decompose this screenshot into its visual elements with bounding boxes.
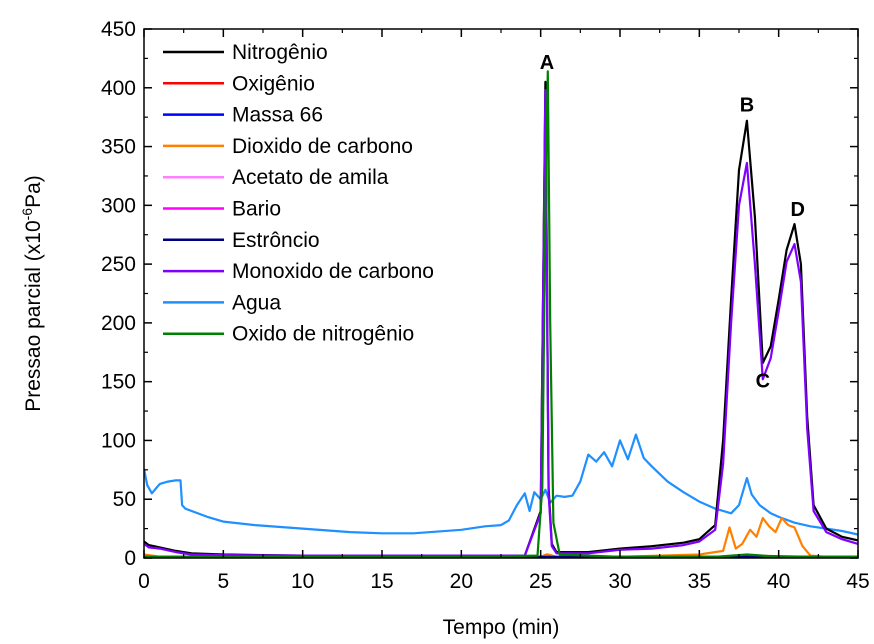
series-line-9 <box>144 70 858 558</box>
y-tick-label: 450 <box>101 18 136 41</box>
y-tick-label: 0 <box>124 547 136 570</box>
y-tick-label: 300 <box>101 194 136 217</box>
legend-label: Monoxido de carbono <box>232 260 434 283</box>
y-axis-title-unit: Pa) <box>22 175 45 208</box>
series-line-8 <box>144 433 858 536</box>
legend-label: Oxigênio <box>232 72 315 95</box>
x-tick-label: 5 <box>217 570 229 593</box>
x-tick-label: 10 <box>291 570 314 593</box>
y-tick-label: 150 <box>101 371 136 394</box>
y-tick-label: 350 <box>101 136 136 159</box>
y-tick-label: 100 <box>101 429 136 452</box>
legend-label: Massa 66 <box>232 104 323 127</box>
legend-label: Acetato de amila <box>232 166 389 189</box>
legend-label: Estrôncio <box>232 229 320 252</box>
legend-label: Agua <box>232 291 281 314</box>
x-tick-label: 15 <box>370 570 393 593</box>
axis-layer: 0 5 10 15 20 25 30 35 40 450501001502002503003504… <box>101 18 870 593</box>
legend-label: Oxido de nitrogênio <box>232 323 414 346</box>
y-axis-title-exponent: -6 <box>19 208 35 221</box>
x-tick-label: 30 <box>608 570 631 593</box>
y-tick-label: 50 <box>113 488 136 511</box>
x-tick-label: 35 <box>688 570 711 593</box>
legend: Nitrogênio Oxigênio Massa 66 Dioxido de car… <box>163 41 434 346</box>
y-tick-label: 200 <box>101 312 136 335</box>
y-tick-label: 250 <box>101 253 136 276</box>
y-axis-title: Pressao parcial (x10-6Pa) <box>19 175 45 412</box>
legend-label: Dioxido de carbono <box>232 135 413 158</box>
peak-label: A <box>540 52 554 74</box>
x-axis-title: Tempo (min) <box>443 616 560 639</box>
peak-label: B <box>740 94 754 116</box>
x-tick-label: 25 <box>529 570 552 593</box>
x-tick-label: 40 <box>767 570 790 593</box>
y-axis-title-main: Pressao parcial (x10 <box>22 220 45 411</box>
y-tick-label: 400 <box>101 77 136 100</box>
annotations: A B C D <box>540 52 805 393</box>
x-tick-label: 0 <box>138 570 150 593</box>
x-tick-label: 20 <box>450 570 473 593</box>
legend-label: Bario <box>232 198 281 221</box>
peak-label: D <box>790 199 804 221</box>
legend-label: Nitrogênio <box>232 41 328 64</box>
peak-label: C <box>756 371 770 393</box>
x-tick-label: 45 <box>846 570 869 593</box>
